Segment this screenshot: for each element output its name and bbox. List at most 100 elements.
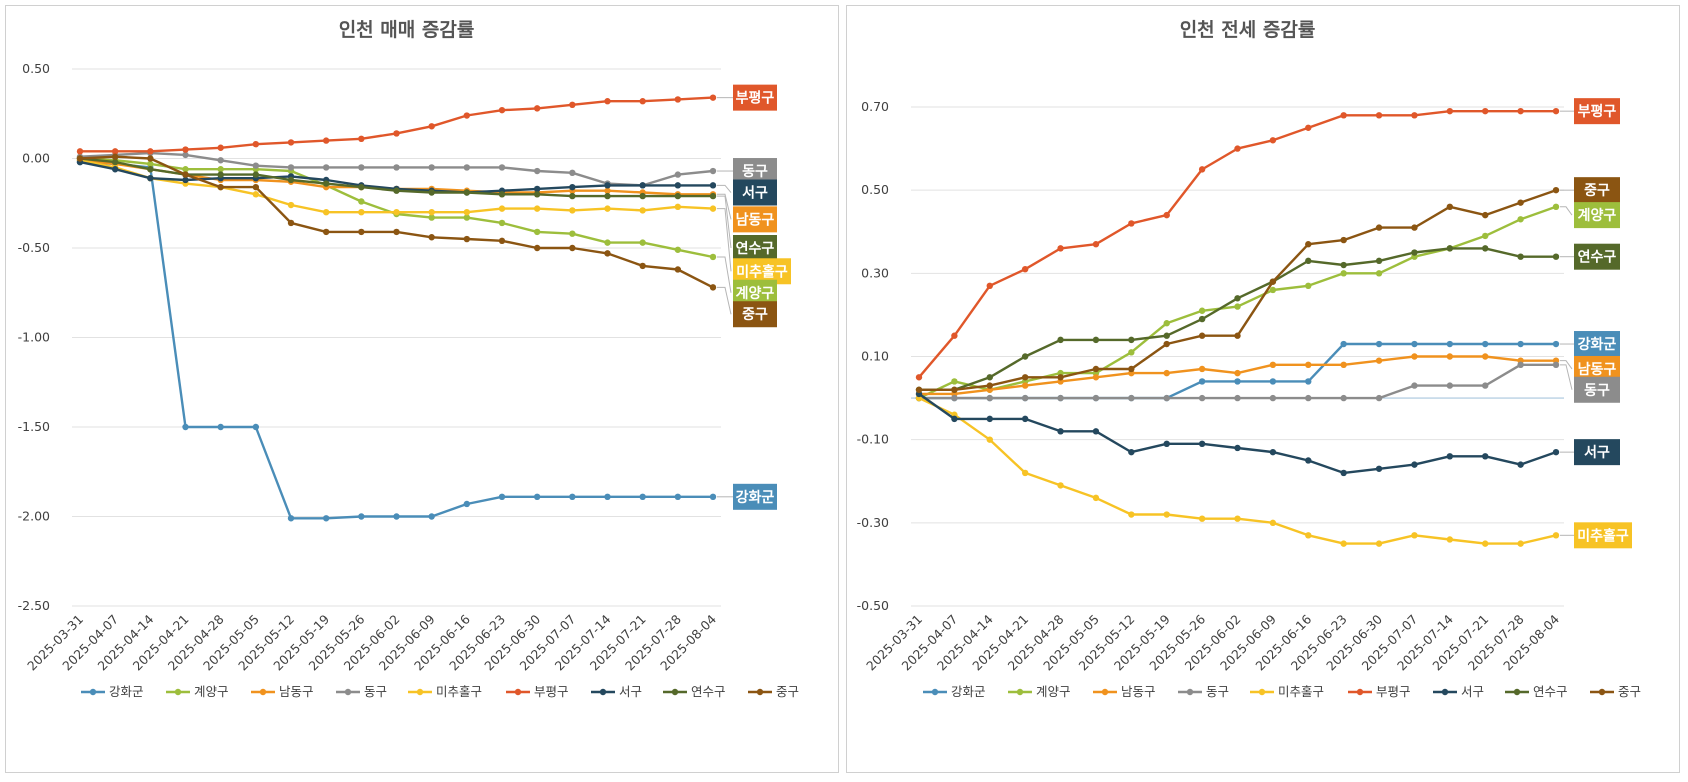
- data-point: [322, 180, 330, 187]
- end-label-box: [733, 84, 777, 111]
- legend-label: 연수구: [1533, 684, 1568, 699]
- series-line: [918, 205, 1557, 400]
- data-point: [1021, 394, 1029, 402]
- data-point: [533, 205, 541, 212]
- data-point: [111, 158, 119, 166]
- legend-marker: [1186, 688, 1194, 696]
- data-point: [498, 191, 506, 198]
- data-point: [1340, 112, 1347, 119]
- data-point: [569, 192, 576, 200]
- y-tick-label: -0.50: [857, 598, 889, 613]
- y-tick-label: -1.50: [18, 419, 50, 434]
- data-point: [1198, 332, 1206, 339]
- data-point: [569, 101, 576, 109]
- data-point: [569, 183, 576, 191]
- data-point: [217, 183, 224, 191]
- end-label-text: 미추홀구: [736, 263, 788, 280]
- data-point: [1021, 382, 1029, 389]
- series-부평구: [76, 94, 717, 155]
- y-tick-label: -0.50: [18, 240, 50, 255]
- data-point: [182, 166, 189, 173]
- end-label-부평구: 부평구: [1560, 98, 1620, 125]
- data-point: [533, 167, 541, 175]
- data-point: [463, 500, 471, 508]
- data-point: [393, 187, 400, 194]
- data-point: [498, 205, 506, 212]
- data-point: [182, 171, 189, 178]
- legend-marker: [1598, 688, 1606, 696]
- data-point: [951, 332, 958, 339]
- data-point: [182, 146, 189, 153]
- data-point: [533, 105, 541, 112]
- data-point: [498, 219, 506, 227]
- data-point: [498, 237, 506, 245]
- end-label-box: [1574, 331, 1620, 358]
- data-point: [147, 155, 154, 162]
- data-point: [1482, 232, 1489, 240]
- end-label-text: 남동구: [1578, 361, 1617, 378]
- end-label-box: [733, 206, 777, 233]
- series-동구: [915, 361, 1560, 402]
- data-point: [986, 282, 993, 290]
- data-point: [1198, 166, 1206, 173]
- legend-label: 중구: [776, 684, 799, 699]
- data-point: [111, 153, 119, 160]
- data-point: [1163, 340, 1170, 348]
- data-point: [428, 209, 435, 216]
- y-tick-label: -2.00: [18, 509, 50, 524]
- data-point: [76, 148, 84, 155]
- end-label-중구: 중구: [717, 286, 777, 328]
- data-point: [463, 214, 471, 221]
- legend-marker: [344, 688, 352, 696]
- series-부평구: [915, 107, 1560, 381]
- data-point: [604, 239, 611, 246]
- data-point: [322, 228, 330, 236]
- end-label-text: 부평구: [736, 90, 775, 107]
- legend-marker: [1258, 688, 1266, 696]
- data-point: [709, 284, 717, 291]
- legend-marker: [931, 688, 939, 696]
- end-label-연수구: 연수구: [717, 195, 777, 261]
- data-point: [1234, 444, 1241, 452]
- data-point: [1517, 340, 1524, 348]
- data-point: [709, 253, 717, 261]
- data-point: [1234, 394, 1241, 402]
- data-point: [986, 374, 993, 381]
- series-계양구: [76, 155, 717, 261]
- data-point: [1305, 457, 1312, 464]
- data-point: [322, 515, 330, 522]
- data-point: [1234, 369, 1241, 377]
- legend-label: 동구: [364, 684, 387, 699]
- data-point: [1057, 374, 1064, 381]
- data-point: [322, 209, 330, 216]
- data-point: [1198, 515, 1206, 522]
- legend-item-계양구: 계양구: [1008, 684, 1071, 699]
- data-point: [674, 266, 682, 273]
- data-point: [674, 493, 682, 501]
- data-point: [111, 148, 119, 155]
- data-point: [1552, 107, 1560, 115]
- legend-item-동구: 동구: [336, 684, 387, 699]
- data-point: [1092, 394, 1100, 402]
- data-point: [1411, 249, 1418, 256]
- end-label-text: 남동구: [736, 211, 775, 228]
- data-point: [1552, 361, 1560, 369]
- data-point: [1163, 320, 1170, 327]
- data-point: [1411, 340, 1418, 348]
- legend-marker: [89, 688, 97, 696]
- data-point: [1482, 107, 1489, 115]
- data-point: [639, 262, 646, 270]
- data-point: [986, 394, 993, 402]
- end-label-text: 동구: [1584, 383, 1610, 399]
- data-point: [569, 169, 576, 177]
- data-point: [1375, 394, 1383, 402]
- data-point: [1552, 186, 1560, 194]
- chart-title: 인천 전세 증감률: [1180, 19, 1316, 41]
- data-point: [463, 164, 471, 171]
- legend-item-미추홀구: 미추홀구: [408, 684, 482, 699]
- data-point: [1269, 137, 1277, 144]
- data-point: [1552, 448, 1560, 456]
- legend-item-중구: 중구: [1590, 684, 1641, 699]
- data-point: [569, 244, 576, 252]
- data-point: [358, 164, 365, 171]
